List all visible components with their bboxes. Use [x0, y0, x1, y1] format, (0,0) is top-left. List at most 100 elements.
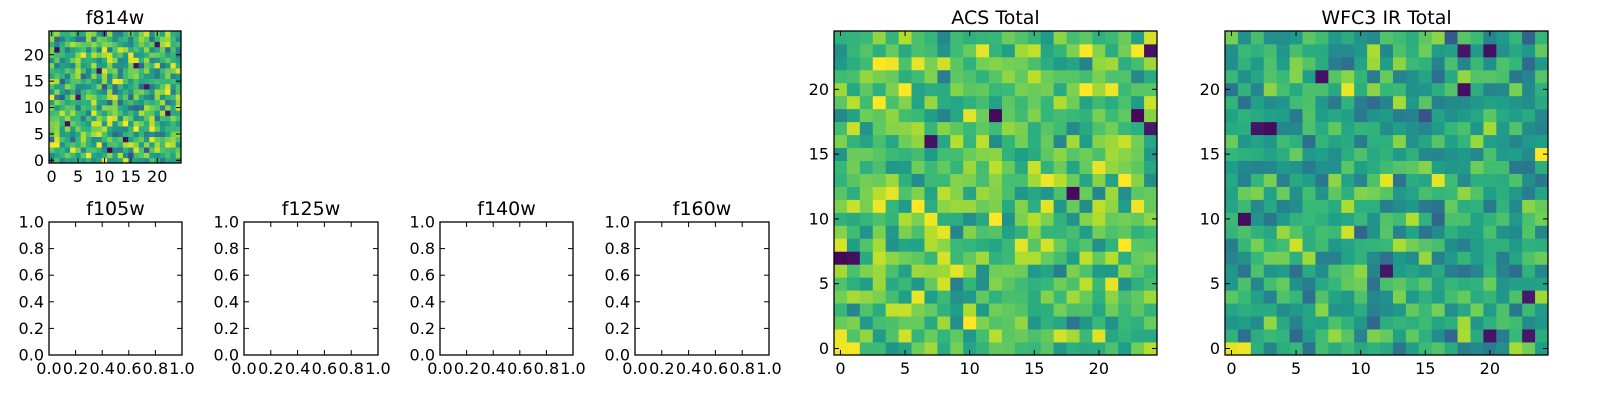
heatmap-cell [1367, 43, 1381, 58]
heatmap-cell [1328, 95, 1342, 110]
heatmap-cell [1053, 199, 1067, 213]
heatmap-cell [1014, 277, 1029, 291]
heatmap-cell [1014, 43, 1029, 58]
y-tick-label: 0.6 [214, 266, 239, 285]
heatmap-cell [846, 251, 861, 265]
heatmap-cell [937, 160, 951, 174]
heatmap-cell [1509, 186, 1523, 200]
heatmap-cell [898, 173, 912, 187]
heatmap-cell [1225, 329, 1239, 343]
heatmap-cell [96, 67, 103, 74]
heatmap-cell [1470, 303, 1484, 317]
heatmap-cell [96, 41, 103, 48]
heatmap-cell [1001, 69, 1016, 84]
heatmap-cell [1027, 43, 1042, 58]
heatmap-cell [54, 57, 60, 64]
heatmap-cell [1053, 264, 1067, 278]
heatmap-cell [1225, 277, 1239, 291]
heatmap-cell [1444, 290, 1458, 304]
heatmap-cell [133, 110, 140, 116]
heatmap-cell [1014, 173, 1029, 187]
heatmap-cell [1483, 212, 1497, 226]
heatmap-cell [911, 108, 925, 123]
heatmap-cell [1040, 108, 1055, 123]
heatmap-cell [170, 46, 177, 53]
heatmap-cell [70, 94, 76, 101]
heatmap-cell [911, 329, 925, 343]
heatmap-cell [1392, 147, 1407, 161]
heatmap-cell [75, 104, 82, 111]
heatmap-cell [170, 73, 177, 79]
heatmap-cell [937, 212, 951, 226]
heatmap-cell [138, 41, 145, 48]
heatmap-cell [937, 31, 951, 45]
heatmap-cell [133, 57, 140, 64]
heatmap-cell [924, 199, 938, 213]
heatmap-cell [1535, 56, 1549, 71]
x-tick-label: 0.6 [312, 359, 337, 378]
heatmap-cell [1405, 251, 1420, 265]
heatmap-cell [122, 67, 129, 74]
heatmap-cell [872, 251, 887, 265]
heatmap-cell [989, 147, 1003, 161]
heatmap-cell [1341, 212, 1355, 226]
heatmap-cell [49, 36, 55, 42]
heatmap-cell [175, 115, 182, 122]
heatmap-cell [1001, 108, 1016, 123]
heatmap-cell [1289, 134, 1303, 149]
heatmap-cell [859, 43, 874, 58]
heatmap-cell [1263, 108, 1278, 123]
heatmap-cell [1027, 31, 1042, 45]
heatmap-cell [175, 83, 182, 90]
heatmap-cell [1418, 56, 1433, 71]
heatmap-cell [1354, 329, 1368, 343]
heatmap-cell [846, 290, 861, 304]
heatmap-cell [1250, 329, 1265, 343]
heatmap-cell [1131, 225, 1145, 239]
heatmap-cell [170, 67, 177, 74]
heatmap-cell [1328, 82, 1342, 97]
heatmap-cell [1131, 95, 1145, 110]
heatmap-cell [101, 78, 108, 85]
heatmap-cell [64, 62, 71, 69]
heatmap-cell [75, 57, 82, 64]
heatmap-cell [885, 95, 899, 110]
heatmap-cell [54, 52, 60, 58]
heatmap-cell [1354, 238, 1368, 252]
heatmap-cell [1328, 264, 1342, 278]
heatmap-cell [885, 251, 899, 265]
heatmap-cell [1470, 95, 1484, 110]
heatmap-cell [1302, 173, 1316, 187]
heatmap-cell [85, 157, 92, 164]
heatmap-cell [1027, 108, 1042, 123]
heatmap-cell [1341, 303, 1355, 317]
heatmap-cell [976, 199, 990, 213]
heatmap-cell [1457, 212, 1471, 226]
heatmap-cell [117, 136, 124, 143]
heatmap-cell [846, 31, 861, 45]
y-tick-label: 0.4 [605, 292, 630, 311]
heatmap-cell [1144, 121, 1158, 136]
heatmap-cell [1509, 329, 1523, 343]
heatmap-cell [70, 120, 76, 127]
heatmap-cell [963, 212, 977, 226]
heatmap-cell [133, 46, 140, 53]
heatmap-cell [96, 131, 103, 137]
heatmap-cell [70, 83, 76, 90]
heatmap-cell [834, 56, 848, 71]
heatmap-cell [1237, 329, 1252, 343]
heatmap-cell [1315, 121, 1329, 136]
heatmap-cell [1470, 108, 1484, 123]
heatmap-cell [75, 52, 82, 58]
heatmap-cell [1341, 108, 1355, 123]
heatmap-cell [1066, 121, 1080, 136]
heatmap-cell [1066, 56, 1080, 71]
heatmap-cell [70, 157, 76, 164]
heatmap-cell [80, 36, 87, 42]
heatmap-cell [1328, 303, 1342, 317]
heatmap-cell [1315, 173, 1329, 187]
heatmap-cell [128, 131, 134, 137]
heatmap-cell [159, 67, 166, 74]
heatmap-cell [1341, 186, 1355, 200]
y-tick-label: 0.2 [410, 319, 435, 338]
